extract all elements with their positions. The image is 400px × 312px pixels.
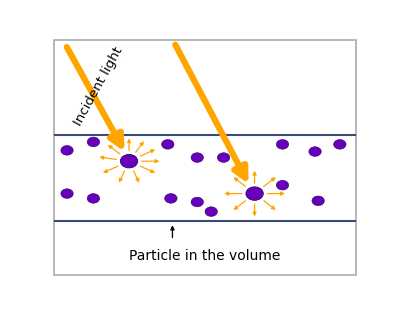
- Circle shape: [120, 154, 138, 168]
- Circle shape: [191, 153, 204, 162]
- Circle shape: [276, 139, 289, 149]
- Circle shape: [87, 193, 100, 203]
- Circle shape: [218, 153, 230, 162]
- Circle shape: [246, 187, 263, 200]
- Text: Incident light: Incident light: [71, 45, 125, 128]
- Circle shape: [191, 197, 204, 207]
- Circle shape: [309, 147, 321, 156]
- Circle shape: [61, 145, 73, 155]
- Circle shape: [276, 180, 289, 190]
- Circle shape: [61, 189, 73, 198]
- Circle shape: [165, 193, 177, 203]
- Text: Particle in the volume: Particle in the volume: [129, 249, 281, 263]
- Circle shape: [334, 139, 346, 149]
- Circle shape: [312, 196, 324, 206]
- Circle shape: [87, 137, 100, 147]
- Circle shape: [162, 139, 174, 149]
- Circle shape: [205, 207, 218, 217]
